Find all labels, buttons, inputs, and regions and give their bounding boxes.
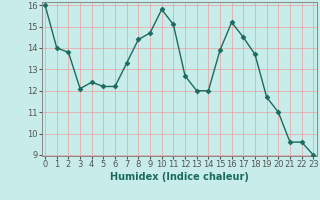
X-axis label: Humidex (Indice chaleur): Humidex (Indice chaleur) xyxy=(110,172,249,182)
